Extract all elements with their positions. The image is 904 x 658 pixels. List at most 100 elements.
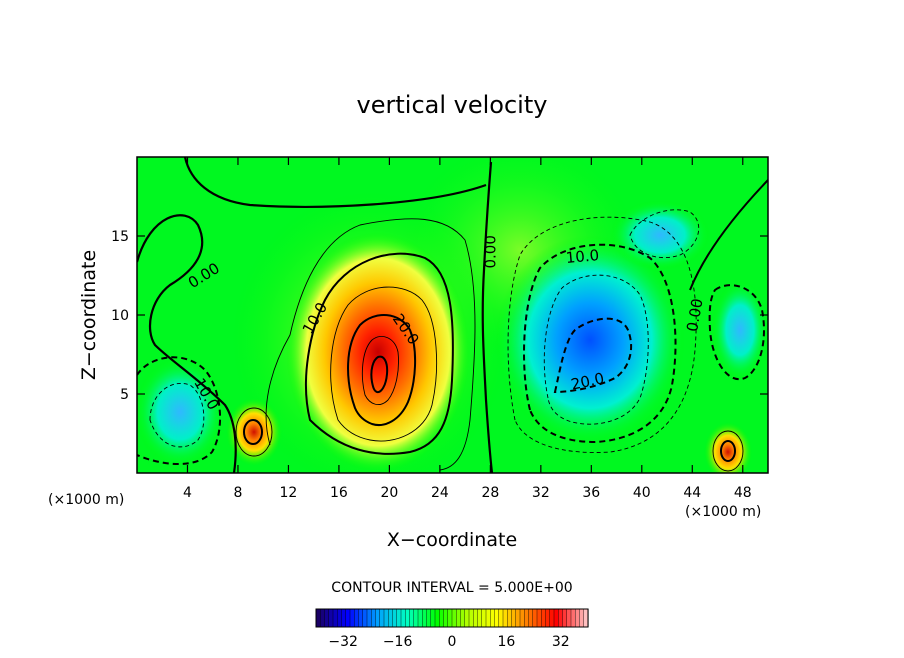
colorbar-swatch: [358, 608, 364, 628]
left-updraft-contour-outer: [235, 407, 273, 457]
left-downdraft-contour: [137, 356, 222, 465]
colorbar-swatch: [439, 608, 445, 628]
colorbar-swatch: [375, 608, 381, 628]
contour-label-text: 0.00: [481, 235, 499, 268]
updraft-contour-30: [370, 355, 389, 394]
colorbar-swatch: [388, 608, 394, 628]
contour-label: 0.00: [481, 235, 499, 268]
zero-contour-right: [689, 179, 768, 291]
colorbar-swatch: [400, 608, 406, 628]
colorbar-swatch: [545, 608, 551, 628]
zero-contour-top: [183, 157, 487, 208]
colorbar-swatch: [502, 608, 508, 628]
colorbar-frame: [315, 608, 589, 628]
downdraft-contour-10: [523, 243, 677, 444]
colorbar-swatch: [328, 608, 334, 628]
colorbar-swatch: [562, 608, 568, 628]
x-tick-label: 36: [582, 485, 600, 501]
colorbar-swatch: [558, 608, 564, 628]
x-tick-label: 20: [380, 485, 398, 501]
updraft-contour-20: [347, 313, 417, 426]
colorbar-swatch: [417, 608, 423, 628]
left-downdraft-shading: [137, 357, 225, 467]
colorbar-swatch: [315, 608, 321, 628]
colorbar-swatch: [536, 608, 542, 628]
colorbar-swatch: [524, 608, 530, 628]
colorbar-swatch: [515, 608, 521, 628]
x-tick-label: 4: [183, 485, 192, 501]
right-updraft-shading: [704, 422, 752, 473]
chart-title: vertical velocity: [357, 91, 548, 119]
colorbar-swatch: [379, 608, 385, 628]
colorbar-swatch: [422, 608, 428, 628]
colorbar-tick-label: −32: [328, 634, 358, 650]
right-downdraft-shading: [712, 280, 768, 380]
colorbar-swatch: [320, 608, 326, 628]
y-axis-ticks: 5 10 15: [111, 229, 768, 403]
left-updraft-shading: [226, 398, 282, 466]
left-updraft-contour-inner: [243, 419, 263, 445]
main-updraft-shading: [286, 232, 470, 472]
colorbar-swatch: [324, 608, 330, 628]
colorbar-swatch: [332, 608, 338, 628]
contour-label-text: 10.0: [565, 246, 600, 267]
colorbar-swatch: [528, 608, 534, 628]
contour-label: 10.0: [565, 246, 600, 267]
colorbar-swatch: [337, 608, 343, 628]
zero-contour-left: [137, 214, 237, 473]
colorbar-swatch: [371, 608, 377, 628]
colorbar: [315, 608, 589, 628]
colorbar-swatch: [575, 608, 581, 628]
colorbar-swatch: [553, 608, 559, 628]
colorbar-swatch: [430, 608, 436, 628]
downdraft-contour-20: [553, 317, 633, 394]
x-tick-label: 40: [633, 485, 651, 501]
colorbar-swatch: [396, 608, 402, 628]
colorbar-swatch: [494, 608, 500, 628]
main-downdraft-shading: [495, 235, 685, 445]
y-tick-label: 10: [111, 308, 129, 324]
x-tick-label: 44: [683, 485, 701, 501]
colorbar-swatch: [383, 608, 389, 628]
right-updraft-contour-outer: [712, 430, 744, 472]
zero-contour-center: [481, 161, 494, 473]
contour-interval-text: CONTOUR INTERVAL = 5.000E+00: [331, 580, 572, 596]
x-tick-label: 8: [233, 485, 242, 501]
updraft-contour-15: [330, 286, 438, 442]
colorbar-swatch: [392, 608, 398, 628]
x-unit-label-left: (×1000 m): [48, 492, 124, 508]
colorbar-swatch: [490, 608, 496, 628]
upper-downdraft-shading: [610, 200, 710, 270]
x-tick-label: 28: [481, 485, 499, 501]
x-tick-label: 48: [734, 485, 752, 501]
colorbar-swatch: [413, 608, 419, 628]
upper-downdraft-contour: [629, 209, 700, 259]
colorbar-swatch: [366, 608, 372, 628]
colorbar-tick-label: 32: [552, 634, 570, 650]
left-downdraft-contour-inner: [149, 383, 205, 448]
colorbar-swatch: [456, 608, 462, 628]
x-tick-label: 24: [431, 485, 449, 501]
colorbar-swatch: [566, 608, 572, 628]
x-tick-label: 16: [330, 485, 348, 501]
right-updraft-contour-inner: [720, 440, 736, 462]
y-axis-label: Z−coordinate: [78, 250, 100, 380]
colorbar-swatch: [519, 608, 525, 628]
colorbar-swatch: [341, 608, 347, 628]
colorbar-swatch: [511, 608, 517, 628]
x-tick-label: 12: [280, 485, 298, 501]
colorbar-swatch: [473, 608, 479, 628]
plot-area: [137, 157, 768, 473]
colorbar-ticks: −32 −16 0 16 32: [328, 634, 569, 650]
colorbar-swatch: [485, 608, 491, 628]
colorbar-swatch: [541, 608, 547, 628]
right-downdraft-contour: [708, 284, 766, 381]
colorbar-swatch: [354, 608, 360, 628]
colorbar-swatch: [345, 608, 351, 628]
updraft-contour-10: [305, 252, 454, 455]
colorbar-swatch: [481, 608, 487, 628]
colorbar-swatch: [447, 608, 453, 628]
colorbar-swatch: [570, 608, 576, 628]
updraft-contour-5: [265, 218, 476, 471]
